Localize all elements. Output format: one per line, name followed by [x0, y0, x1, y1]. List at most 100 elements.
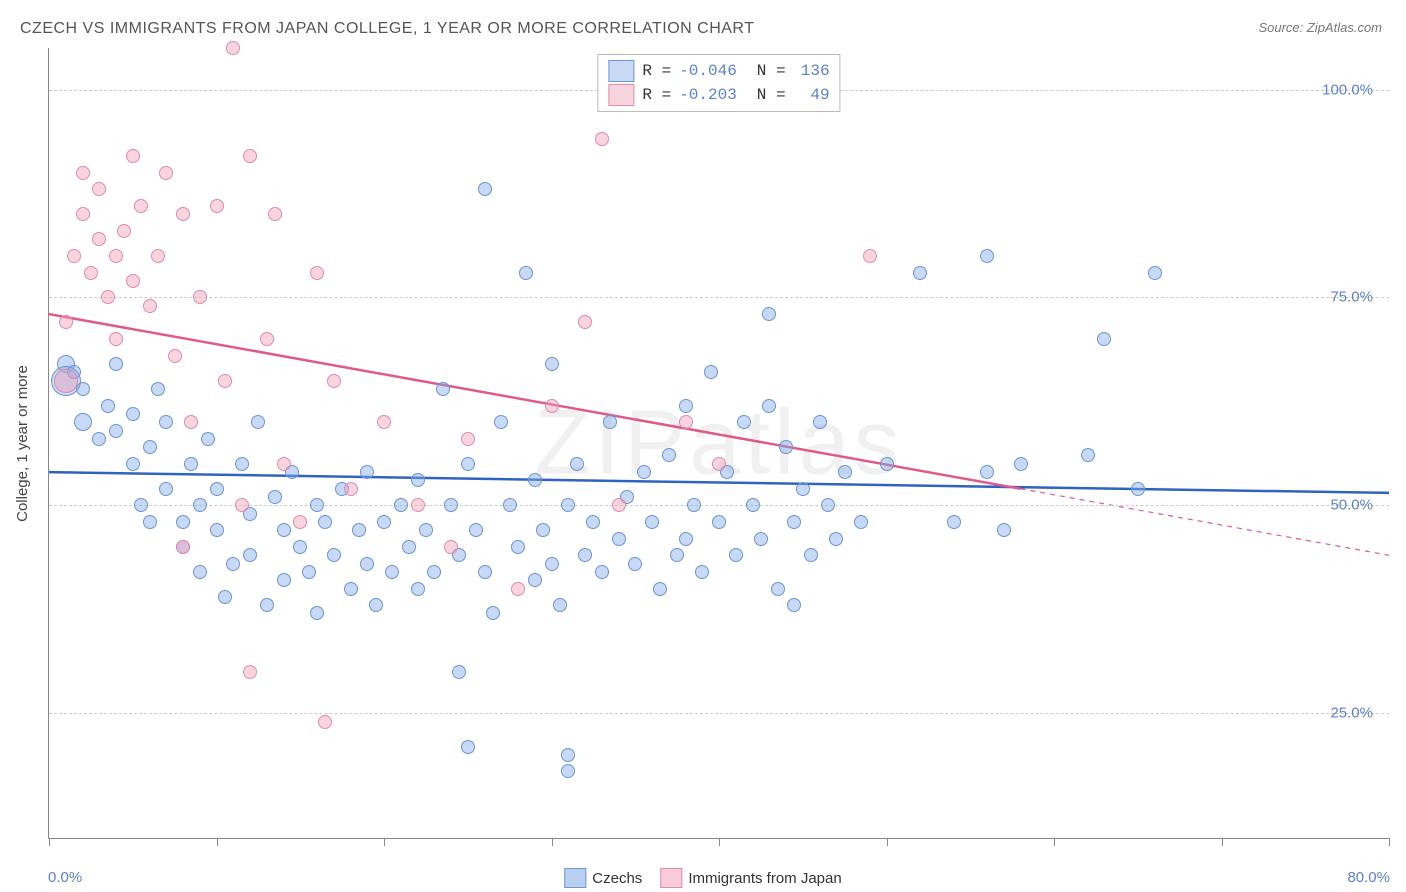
x-tick [1054, 838, 1055, 846]
data-point [503, 498, 517, 512]
data-point [754, 532, 768, 546]
legend-label: Czechs [592, 870, 642, 887]
data-point [419, 523, 433, 537]
data-point [519, 266, 533, 280]
data-point [829, 532, 843, 546]
data-point [109, 249, 123, 263]
data-point [126, 274, 140, 288]
data-point [92, 182, 106, 196]
data-point [193, 498, 207, 512]
data-point [662, 448, 676, 462]
y-tick-label: 50.0% [1330, 497, 1373, 514]
data-point [218, 374, 232, 388]
data-point [260, 598, 274, 612]
data-point [570, 457, 584, 471]
data-point [277, 573, 291, 587]
data-point [394, 498, 408, 512]
x-tick [1389, 838, 1390, 846]
data-point [76, 382, 90, 396]
data-point [210, 523, 224, 537]
data-point [143, 515, 157, 529]
chart-title: CZECH VS IMMIGRANTS FROM JAPAN COLLEGE, … [20, 20, 754, 38]
y-tick-label: 75.0% [1330, 289, 1373, 306]
trend-line [49, 472, 1389, 493]
correlation-legend: R = -0.046 N = 136R = -0.203 N = 49 [597, 54, 840, 112]
y-tick-label: 25.0% [1330, 705, 1373, 722]
data-point [712, 515, 726, 529]
data-point [561, 748, 575, 762]
data-point [545, 399, 559, 413]
legend-n-label: N = [747, 86, 785, 104]
data-point [159, 482, 173, 496]
data-point [176, 207, 190, 221]
data-point [210, 482, 224, 496]
data-point [293, 540, 307, 554]
data-point [595, 132, 609, 146]
data-point [84, 266, 98, 280]
data-point [243, 665, 257, 679]
data-point [360, 465, 374, 479]
data-point [679, 532, 693, 546]
data-point [578, 548, 592, 562]
data-point [637, 465, 651, 479]
data-point [980, 249, 994, 263]
data-point [452, 665, 466, 679]
data-point [478, 182, 492, 196]
data-point [411, 498, 425, 512]
data-point [101, 399, 115, 413]
data-point [578, 315, 592, 329]
data-point [377, 415, 391, 429]
data-point [168, 349, 182, 363]
data-point [796, 482, 810, 496]
data-point [645, 515, 659, 529]
x-tick [384, 838, 385, 846]
data-point [369, 598, 383, 612]
data-point [54, 369, 78, 393]
data-point [461, 457, 475, 471]
data-point [1081, 448, 1095, 462]
gridline [49, 713, 1389, 714]
data-point [612, 498, 626, 512]
data-point [344, 482, 358, 496]
data-point [92, 432, 106, 446]
data-point [201, 432, 215, 446]
data-point [360, 557, 374, 571]
data-point [947, 515, 961, 529]
data-point [880, 457, 894, 471]
legend-n-value: 136 [794, 62, 830, 80]
x-tick [552, 838, 553, 846]
data-point [746, 498, 760, 512]
data-point [486, 606, 500, 620]
x-tick-label: 80.0% [1347, 869, 1390, 886]
legend-r-label: R = [642, 86, 671, 104]
data-point [469, 523, 483, 537]
legend-r-label: R = [642, 62, 671, 80]
data-point [787, 515, 801, 529]
data-point [151, 249, 165, 263]
data-point [235, 498, 249, 512]
data-point [586, 515, 600, 529]
data-point [737, 415, 751, 429]
data-point [377, 515, 391, 529]
data-point [184, 457, 198, 471]
data-point [670, 548, 684, 562]
data-point [653, 582, 667, 596]
legend-swatch [608, 84, 634, 106]
data-point [913, 266, 927, 280]
data-point [344, 582, 358, 596]
source-label: Source: ZipAtlas.com [1258, 20, 1382, 35]
data-point [277, 457, 291, 471]
data-point [134, 498, 148, 512]
legend-item: Czechs [564, 868, 642, 888]
data-point [109, 332, 123, 346]
data-point [704, 365, 718, 379]
data-point [126, 457, 140, 471]
data-point [511, 540, 525, 554]
data-point [1014, 457, 1028, 471]
data-point [980, 465, 994, 479]
data-point [528, 573, 542, 587]
data-point [1148, 266, 1162, 280]
data-point [603, 415, 617, 429]
data-point [528, 473, 542, 487]
data-point [277, 523, 291, 537]
